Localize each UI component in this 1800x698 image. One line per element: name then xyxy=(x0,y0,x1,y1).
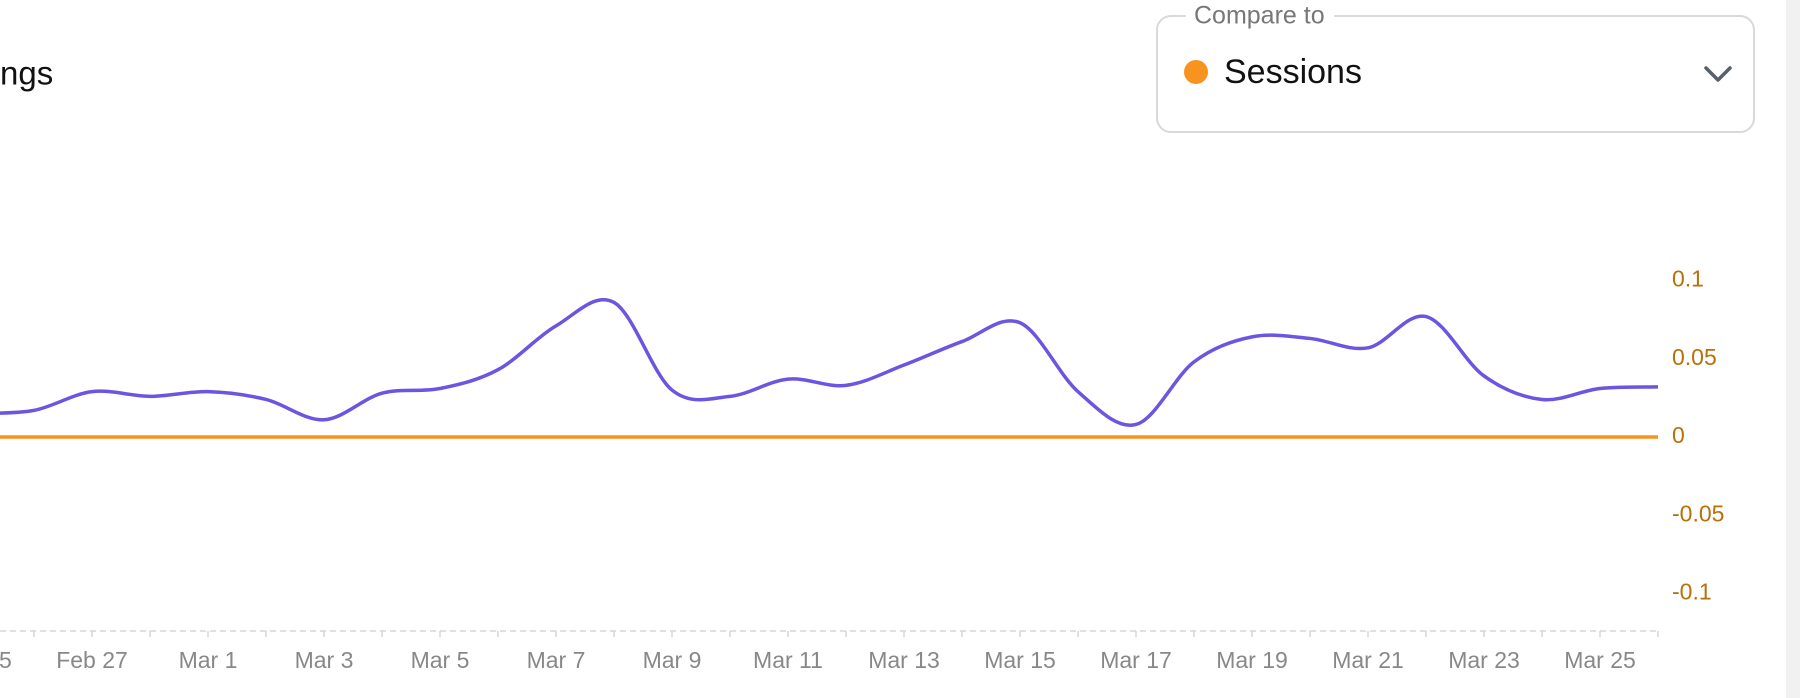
x-tick-label: Mar 13 xyxy=(868,647,940,673)
x-tick-label: Mar 17 xyxy=(1100,647,1172,673)
x-tick-label: Mar 25 xyxy=(1564,647,1636,673)
y-tick-label: 0.05 xyxy=(1672,344,1717,370)
x-tick-label: Feb 27 xyxy=(56,647,128,673)
select-box[interactable] xyxy=(1156,15,1755,133)
x-tick-label: Mar 1 xyxy=(179,647,238,673)
x-tick-label: Mar 3 xyxy=(295,647,354,673)
compare-select[interactable]: Compare to Sessions xyxy=(1156,2,1755,133)
x-tick-label: Mar 9 xyxy=(643,647,702,673)
scrollbar xyxy=(1786,0,1800,698)
x-tick-label: Mar 19 xyxy=(1216,647,1288,673)
y-tick-label: 0 xyxy=(1672,422,1685,448)
plot: Feb 25 Feb 27 Mar 1 Mar 3 Mar 5 Mar 7 Mar 9 Mar… xyxy=(0,298,1659,673)
y-tick-label: 0.1 xyxy=(1672,266,1704,292)
page-title: ngs xyxy=(0,55,53,92)
x-tick-label: Mar 15 xyxy=(984,647,1056,673)
chevron[interactable] xyxy=(1704,66,1732,82)
y-tick-label: -0.1 xyxy=(1672,579,1712,605)
series-line xyxy=(0,298,1659,427)
x-tick-label: Mar 5 xyxy=(411,647,470,673)
x-tick-label: Mar 7 xyxy=(527,647,586,673)
legend-gap xyxy=(1186,4,1334,28)
y-tick-label: -0.05 xyxy=(1672,500,1724,526)
select-value[interactable]: Sessions xyxy=(1224,53,1362,91)
x-tick-label: Feb 25 xyxy=(0,647,12,673)
x-tick-label: Mar 21 xyxy=(1332,647,1404,673)
series-dot xyxy=(1184,60,1208,84)
select-legend: Compare to xyxy=(1194,2,1325,30)
x-tick-label: Mar 11 xyxy=(753,647,823,673)
x-tick-label: Mar 23 xyxy=(1448,647,1520,673)
